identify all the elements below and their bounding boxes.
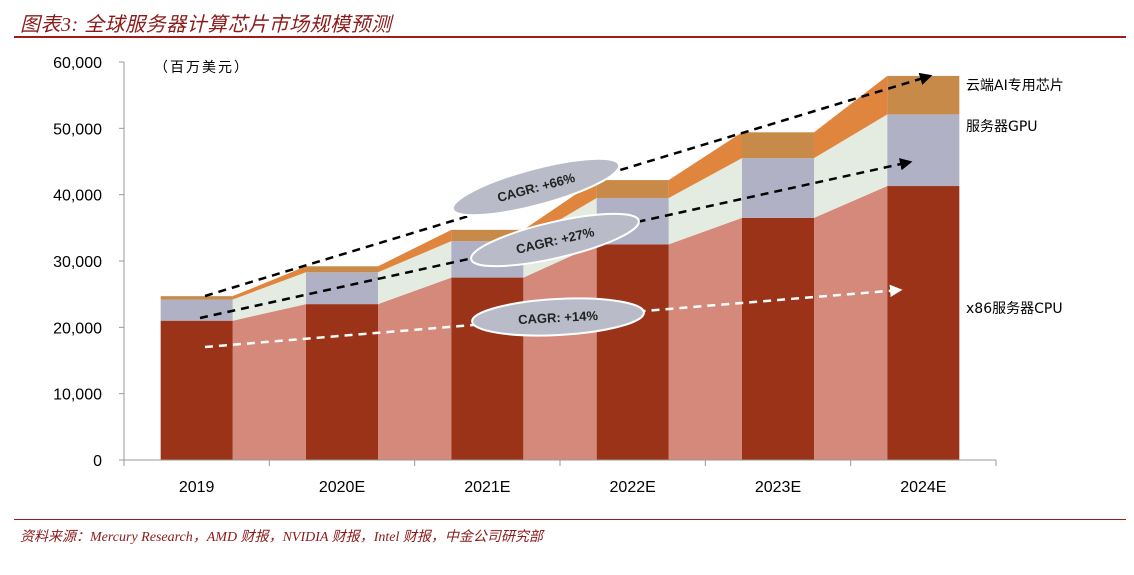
bar-2019-s2 xyxy=(160,299,233,321)
bar-2024E-s3 xyxy=(887,75,960,115)
bar-2020E-s1 xyxy=(306,304,378,460)
area-3-2 xyxy=(378,229,452,273)
y-tick-label: 10,000 xyxy=(53,387,102,404)
source-note: 资料来源：Mercury Research，AMD 财报，NVIDIA 财报，I… xyxy=(20,530,543,545)
series-label: 服务器GPU xyxy=(966,119,1038,135)
cagr-label-3: CAGR: +14% xyxy=(518,308,599,327)
bar-2020E-s2 xyxy=(306,272,378,305)
y-tick-label: 30,000 xyxy=(53,254,102,271)
x-tick-label: 2022E xyxy=(610,479,656,496)
cagr-arrow-2 xyxy=(199,158,913,320)
y-tick-label: 50,000 xyxy=(53,121,102,138)
y-tick-label: 20,000 xyxy=(53,320,102,337)
bar-2020E-s3 xyxy=(306,266,378,273)
cagr-arrow-3 xyxy=(204,284,903,349)
area-2-1 xyxy=(232,272,306,321)
bar-2019-s1 xyxy=(160,320,233,460)
bar-2023E-s1 xyxy=(742,217,814,460)
area-1-1 xyxy=(232,304,306,460)
bar-2022E-s3 xyxy=(596,180,669,198)
area-2-2 xyxy=(378,241,452,305)
series-label: x86服务器CPU xyxy=(966,301,1063,317)
area-2-5 xyxy=(814,114,888,218)
area-2-4 xyxy=(668,158,742,245)
cagr-badge-1 xyxy=(451,157,621,217)
area-1-5 xyxy=(814,186,888,460)
area-3-4 xyxy=(668,132,742,198)
area-3-1 xyxy=(232,266,306,300)
bar-2023E-s2 xyxy=(742,158,814,218)
bar-2023E-s3 xyxy=(742,132,814,159)
cagr-badge-2 xyxy=(470,212,640,268)
x-tick-label: 2021E xyxy=(464,479,510,496)
x-tick-label: 2024E xyxy=(900,479,946,496)
bar-2024E-s2 xyxy=(887,114,960,187)
cagr-badge-3 xyxy=(471,297,645,337)
y-tick-label: 60,000 xyxy=(53,55,102,72)
area-1-3 xyxy=(523,244,597,460)
y-tick-label: 0 xyxy=(93,453,102,470)
bar-2019-s3 xyxy=(160,296,233,300)
x-tick-label: 2023E xyxy=(755,479,801,496)
x-tick-label: 2019 xyxy=(179,479,215,496)
y-tick-label: 40,000 xyxy=(53,188,102,205)
title-rule xyxy=(14,36,1126,38)
area-1-2 xyxy=(378,277,452,460)
bar-2024E-s1 xyxy=(887,186,960,460)
figure-title: 图表3: 全球服务器计算芯片市场规模预测 xyxy=(20,14,392,36)
source-rule xyxy=(14,519,1126,520)
area-3-5 xyxy=(814,75,888,159)
bar-2022E-s1 xyxy=(596,244,669,460)
x-tick-label: 2020E xyxy=(319,479,365,496)
area-1-4 xyxy=(668,217,742,460)
unit-label: （百万美元） xyxy=(154,60,250,76)
bar-2021E-s3 xyxy=(451,229,524,242)
series-label: 云端AI专用芯片 xyxy=(966,78,1064,94)
